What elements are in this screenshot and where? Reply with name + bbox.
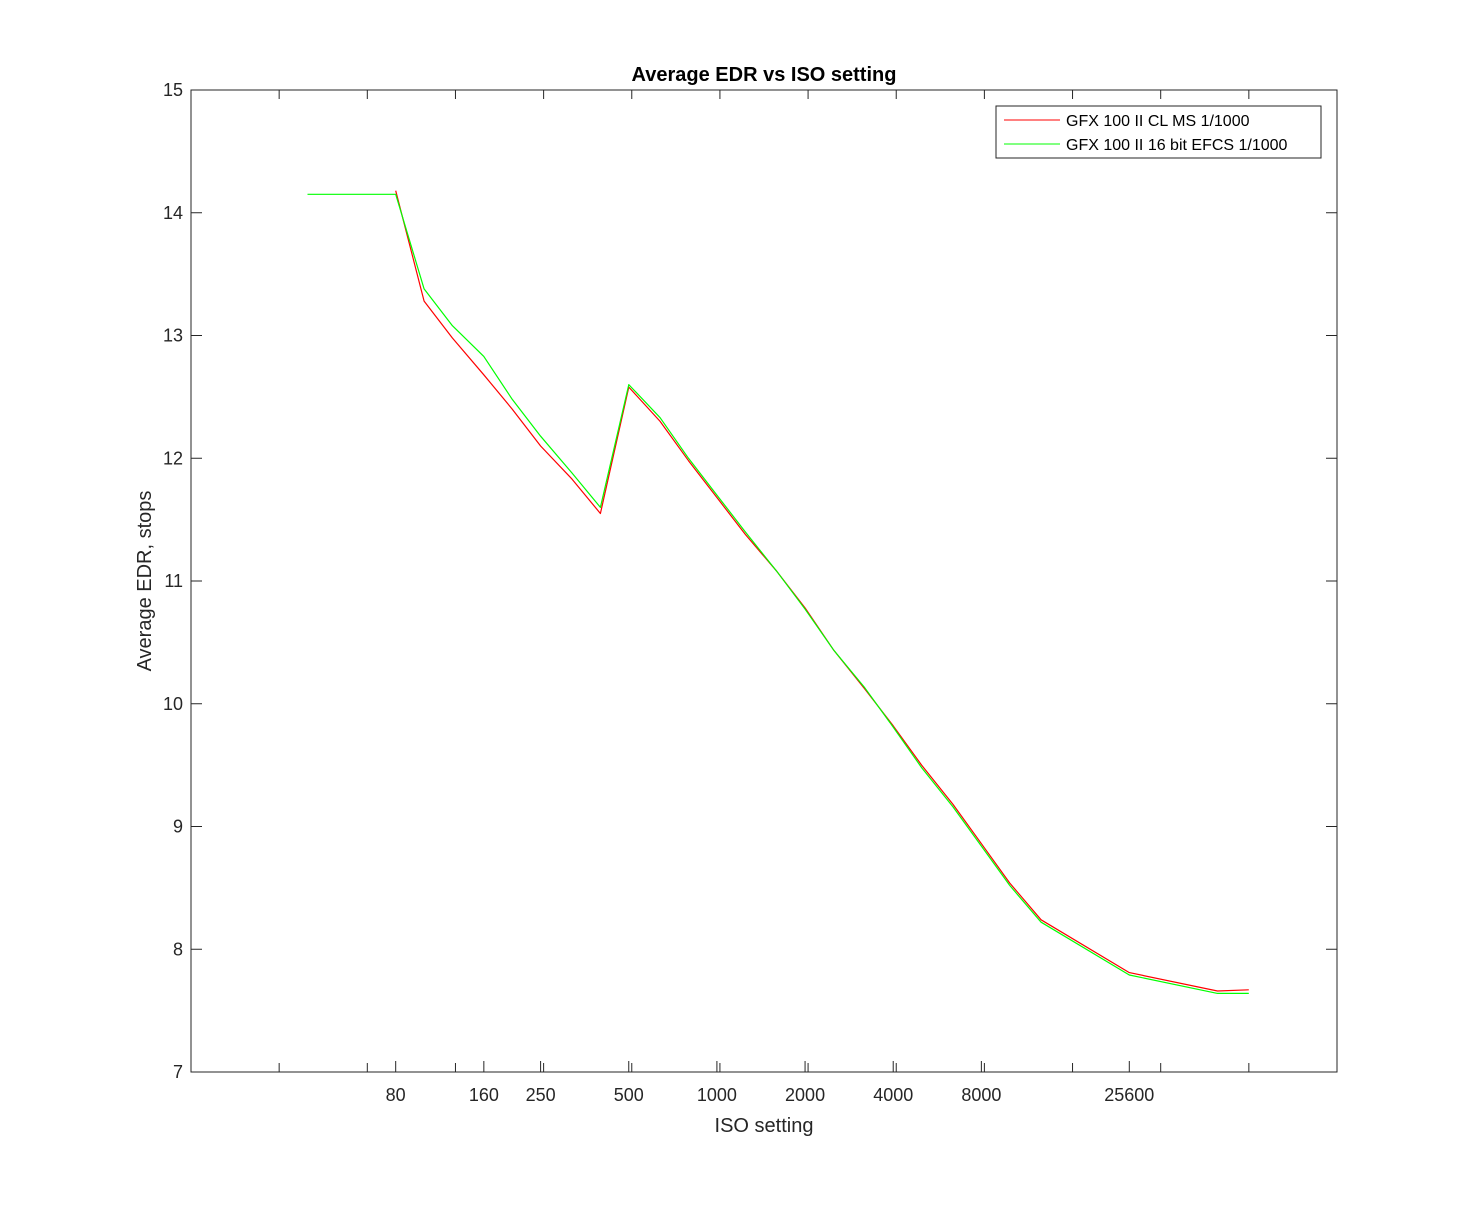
y-tick-label: 7	[173, 1062, 183, 1082]
y-tick-label: 8	[173, 939, 183, 959]
x-tick-label: 25600	[1104, 1085, 1154, 1105]
y-tick-label: 10	[163, 694, 183, 714]
series-line-1	[395, 190, 1249, 992]
y-tick-label: 15	[163, 80, 183, 100]
x-tick-label: 160	[469, 1085, 499, 1105]
y-tick-label: 11	[164, 571, 183, 591]
legend-box	[995, 105, 1322, 159]
x-tick-label: 1000	[697, 1085, 737, 1105]
x-tick-label: 500	[614, 1085, 644, 1105]
x-tick-label: 80	[386, 1085, 406, 1105]
y-tick-label: 9	[173, 817, 183, 837]
y-tick-label: 13	[163, 326, 183, 346]
y-axis-label: Average EDR, stops	[134, 491, 156, 672]
legend-entry-series-2: GFX 100 II 16 bit EFCS 1/1000	[1066, 137, 1288, 154]
x-tick-label: 4000	[873, 1085, 913, 1105]
plot-area	[191, 90, 1337, 1072]
y-tick-label: 14	[163, 203, 183, 223]
y-tick-label: 12	[163, 448, 183, 468]
x-tick-label: 2000	[785, 1085, 825, 1105]
legend: GFX 100 II CL MS 1/1000 GFX 100 II 16 bi…	[995, 105, 1322, 159]
series-layer	[307, 190, 1249, 995]
x-tick-label: 8000	[961, 1085, 1001, 1105]
x-axis-label: ISO setting	[715, 1115, 814, 1137]
series-line-2	[307, 193, 1249, 995]
x-tick-label: 250	[526, 1085, 556, 1105]
chart-title: Average EDR vs ISO setting	[632, 64, 897, 86]
y-axis-ticks: 7 8 9 10 11 12 13 14 15	[163, 80, 1337, 1082]
x-axis-ticks: 80 160 250 500 1000 2000 4000 8000 25600	[190, 90, 1338, 1105]
legend-entry-series-1: GFX 100 II CL MS 1/1000	[1066, 113, 1250, 130]
